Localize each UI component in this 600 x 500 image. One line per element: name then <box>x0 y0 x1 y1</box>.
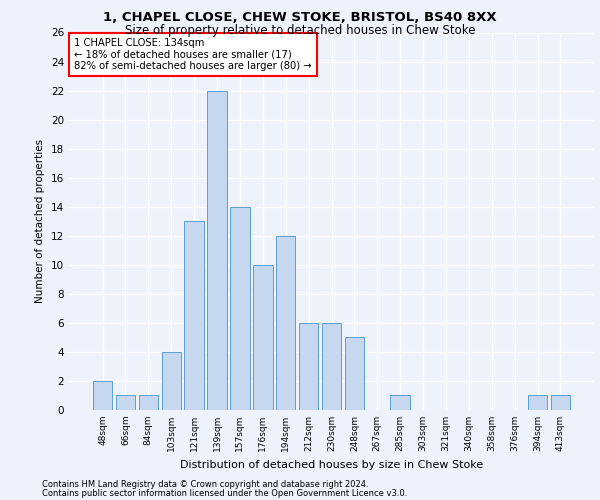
Bar <box>116 396 135 410</box>
Bar <box>139 396 158 410</box>
Text: Contains public sector information licensed under the Open Government Licence v3: Contains public sector information licen… <box>42 488 407 498</box>
Y-axis label: Number of detached properties: Number of detached properties <box>35 139 46 304</box>
X-axis label: Distribution of detached houses by size in Chew Stoke: Distribution of detached houses by size … <box>180 460 483 469</box>
Bar <box>299 323 319 410</box>
Bar <box>208 90 227 410</box>
Bar <box>184 221 204 410</box>
Text: Contains HM Land Registry data © Crown copyright and database right 2024.: Contains HM Land Registry data © Crown c… <box>42 480 368 489</box>
Bar <box>161 352 181 410</box>
Bar <box>391 396 410 410</box>
Bar <box>93 381 112 410</box>
Text: 1, CHAPEL CLOSE, CHEW STOKE, BRISTOL, BS40 8XX: 1, CHAPEL CLOSE, CHEW STOKE, BRISTOL, BS… <box>103 11 497 24</box>
Bar <box>230 206 250 410</box>
Bar <box>551 396 570 410</box>
Bar <box>253 265 272 410</box>
Text: 1 CHAPEL CLOSE: 134sqm
← 18% of detached houses are smaller (17)
82% of semi-det: 1 CHAPEL CLOSE: 134sqm ← 18% of detached… <box>74 38 312 72</box>
Bar <box>344 338 364 410</box>
Bar <box>322 323 341 410</box>
Text: Size of property relative to detached houses in Chew Stoke: Size of property relative to detached ho… <box>125 24 475 37</box>
Bar <box>276 236 295 410</box>
Bar <box>528 396 547 410</box>
